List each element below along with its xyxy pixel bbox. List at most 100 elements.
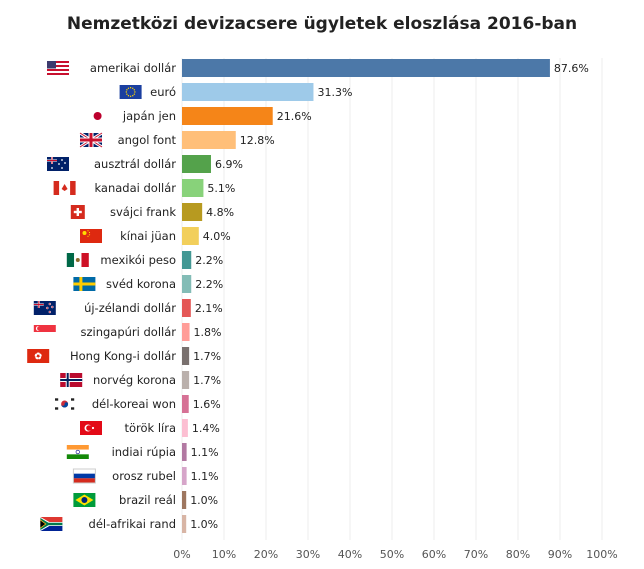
- category-label: dél-afrikai rand: [89, 517, 176, 531]
- bar-row: angol font 12.8%: [79, 131, 275, 149]
- russia-flag-icon: [72, 468, 96, 484]
- india-flag-icon: [66, 445, 89, 459]
- bar-row: svájci frank 4.8%: [70, 203, 234, 221]
- value-label: 5.1%: [207, 182, 235, 195]
- x-tick-label: 40%: [338, 548, 362, 561]
- x-tick-label: 50%: [380, 548, 404, 561]
- bar-row: euró 31.3%: [119, 83, 352, 101]
- category-label: svájci frank: [110, 205, 176, 219]
- value-label: 1.8%: [194, 326, 222, 339]
- category-label: japán jen: [122, 109, 176, 123]
- bar: [182, 203, 203, 221]
- category-label: új-zélandi dollár: [84, 301, 176, 315]
- x-tick-label: 80%: [506, 548, 530, 561]
- category-label: indiai rúpia: [112, 445, 176, 459]
- bar: [182, 515, 187, 533]
- australia-flag-icon: [47, 157, 69, 171]
- bar-row: norvég korona 1.7%: [60, 371, 221, 389]
- value-label: 31.3%: [317, 86, 352, 99]
- sweden-flag-icon: [73, 277, 96, 291]
- value-label: 1.7%: [193, 350, 221, 363]
- value-label: 2.2%: [195, 278, 223, 291]
- x-tick-label: 70%: [464, 548, 488, 561]
- bar: [182, 323, 190, 341]
- bar: [182, 419, 188, 437]
- bar-row: amerikai dollár 87.6%: [47, 59, 589, 77]
- x-tick-label: 90%: [548, 548, 572, 561]
- canada-flag-icon: [53, 181, 76, 195]
- x-tick-label: 60%: [422, 548, 446, 561]
- value-label: 2.1%: [195, 302, 223, 315]
- category-label: svéd korona: [106, 277, 176, 291]
- bar: [182, 299, 191, 317]
- category-label: norvég korona: [93, 373, 176, 387]
- value-label: 1.7%: [193, 374, 221, 387]
- bar: [182, 59, 550, 77]
- value-label: 1.0%: [190, 518, 218, 531]
- gridlines: [181, 58, 603, 540]
- bar-row: dél-koreai won 1.6%: [53, 395, 221, 413]
- bar-row: szingapúri dollár 1.8%: [33, 323, 222, 341]
- bar: [182, 395, 189, 413]
- bar: [182, 491, 187, 509]
- south-africa-flag-icon: [40, 517, 63, 531]
- value-label: 21.6%: [277, 110, 312, 123]
- bar-row: Hong Kong-i dollár 1.7%: [27, 347, 221, 365]
- bar: [182, 251, 192, 269]
- category-label: angol font: [118, 133, 177, 147]
- bar-row: kínai jüan 4.0%: [80, 227, 231, 245]
- bar-row: brazil reál 1.0%: [73, 491, 218, 509]
- china-flag-icon: [80, 229, 102, 243]
- category-label: Hong Kong-i dollár: [70, 349, 176, 363]
- category-label: kínai jüan: [120, 229, 176, 243]
- bar-row: új-zélandi dollár 2.1%: [33, 299, 223, 317]
- x-tick-label: 30%: [296, 548, 320, 561]
- value-label: 1.0%: [190, 494, 218, 507]
- value-label: 4.0%: [203, 230, 231, 243]
- category-label: brazil reál: [119, 493, 176, 507]
- value-label: 2.2%: [195, 254, 223, 267]
- singapore-flag-icon: [33, 325, 56, 339]
- japan-flag-icon: [86, 109, 109, 123]
- bar: [182, 107, 273, 125]
- bar: [182, 227, 199, 245]
- uk-flag-icon: [79, 131, 103, 149]
- hong-kong-flag-icon: [27, 349, 50, 363]
- category-label: amerikai dollár: [90, 61, 176, 75]
- bar: [182, 131, 236, 149]
- bar: [182, 83, 314, 101]
- category-label: mexikói peso: [100, 253, 176, 267]
- category-label: ausztrál dollár: [94, 157, 176, 171]
- turkey-flag-icon: [80, 421, 102, 435]
- value-label: 12.8%: [240, 134, 275, 147]
- bar-row: török líra 1.4%: [80, 419, 220, 437]
- bar: [182, 155, 211, 173]
- category-label: szingapúri dollár: [80, 325, 176, 339]
- bar-row: japán jen 21.6%: [86, 107, 312, 125]
- new-zealand-flag-icon: [33, 301, 56, 315]
- bar: [182, 275, 192, 293]
- bar: [182, 179, 204, 197]
- value-label: 1.1%: [191, 446, 219, 459]
- category-label: euró: [150, 85, 176, 99]
- eu-flag-icon: [119, 85, 142, 99]
- value-label: 87.6%: [554, 62, 589, 75]
- x-tick-label: 100%: [586, 548, 617, 561]
- x-tick-label: 0%: [173, 548, 190, 561]
- category-label: orosz rubel: [112, 469, 176, 483]
- switzerland-flag-icon: [70, 205, 85, 219]
- bar: [182, 443, 187, 461]
- value-label: 1.1%: [191, 470, 219, 483]
- x-tick-label: 10%: [212, 548, 236, 561]
- bar-row: indiai rúpia 1.1%: [66, 443, 219, 461]
- bar-row: orosz rubel 1.1%: [72, 467, 219, 485]
- bar-row: kanadai dollár 5.1%: [53, 179, 235, 197]
- bar: [182, 467, 187, 485]
- bar-row: dél-afrikai rand 1.0%: [40, 515, 218, 533]
- category-label: dél-koreai won: [92, 397, 176, 411]
- category-label: kanadai dollár: [94, 181, 176, 195]
- value-label: 6.9%: [215, 158, 243, 171]
- bar: [182, 371, 190, 389]
- bar-row: mexikói peso 2.2%: [66, 251, 223, 269]
